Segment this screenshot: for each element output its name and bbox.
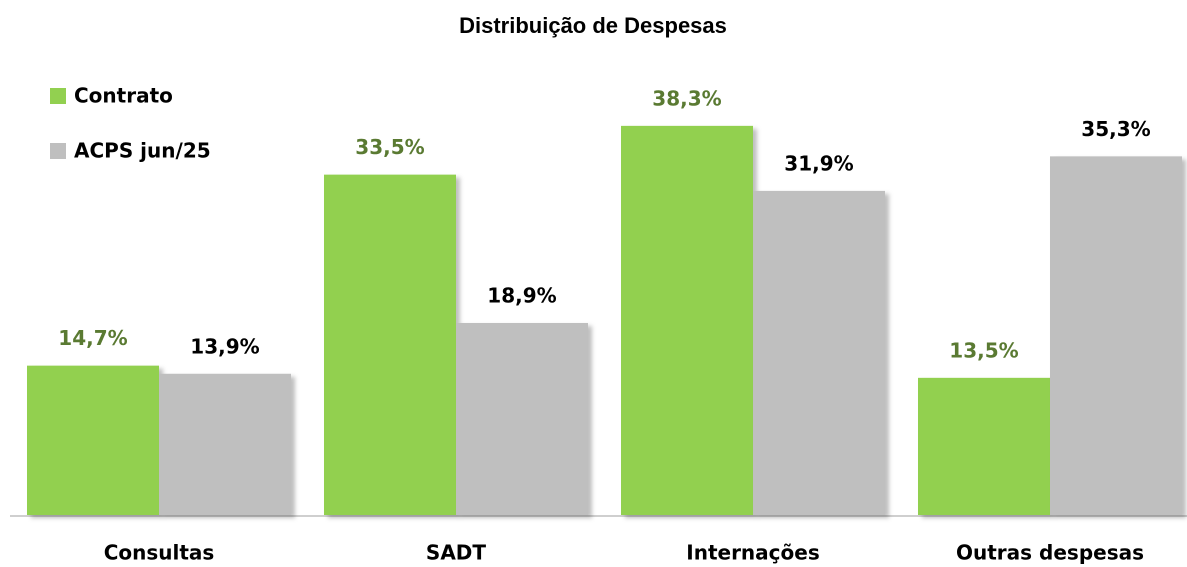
bar <box>1050 156 1182 516</box>
data-label: 35,3% <box>1081 117 1150 141</box>
bar <box>753 190 885 515</box>
legend-label: Contrato <box>74 84 173 108</box>
bar <box>456 322 588 515</box>
data-label: 13,5% <box>949 338 1018 362</box>
legend-swatch <box>50 88 66 104</box>
bar <box>324 174 456 515</box>
x-tick-label: Outras despesas <box>956 541 1144 565</box>
bar <box>621 125 753 515</box>
x-tick-label: SADT <box>426 541 486 565</box>
x-tick-label: Internações <box>686 541 819 565</box>
bar <box>159 373 291 515</box>
bar <box>27 365 159 515</box>
data-label: 18,9% <box>487 283 556 307</box>
data-label: 31,9% <box>784 151 853 175</box>
legend-swatch <box>50 143 66 159</box>
data-label: 33,5% <box>355 135 424 159</box>
bar <box>918 377 1050 515</box>
data-label: 14,7% <box>58 326 127 350</box>
legend-label: ACPS jun/25 <box>74 139 211 163</box>
chart-title: Distribuição de Despesas <box>459 13 727 38</box>
data-label: 13,9% <box>190 334 259 358</box>
data-label: 38,3% <box>652 86 721 110</box>
x-tick-label: Consultas <box>104 541 215 565</box>
